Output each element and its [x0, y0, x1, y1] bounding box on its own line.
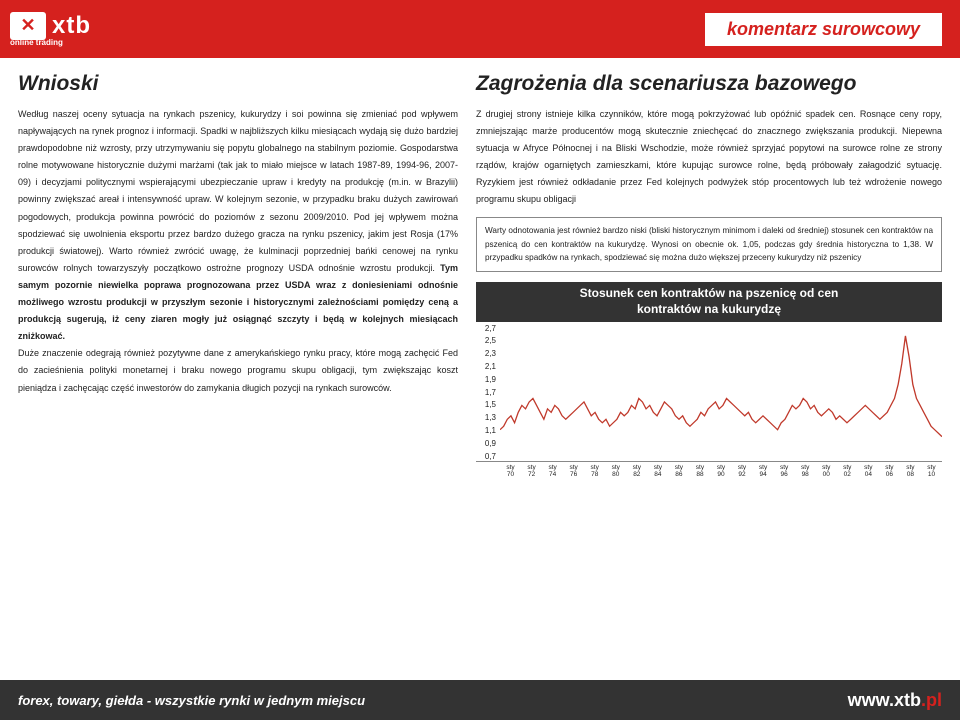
left-column: Wnioski Według naszej oceny sytuacja na …: [18, 72, 458, 662]
right-body: Z drugiej strony istnieje kilka czynnikó…: [476, 106, 942, 209]
y-tick: 1,7: [478, 388, 496, 397]
x-tick: sty88: [689, 464, 710, 480]
x-tick: sty70: [500, 464, 521, 480]
x-tick: sty04: [858, 464, 879, 480]
header-bar: ✕ xtb online trading komentarz surowcowy: [0, 0, 960, 58]
y-tick: 1,1: [478, 426, 496, 435]
x-tick: sty74: [542, 464, 563, 480]
x-tick: sty78: [584, 464, 605, 480]
footer-url-c: .pl: [921, 690, 942, 710]
y-tick: 1,5: [478, 400, 496, 409]
x-tick: sty82: [626, 464, 647, 480]
left-p1a: Według naszej oceny sytuacja na rynkach …: [18, 109, 458, 273]
chart-x-axis: sty70sty72sty74sty76sty78sty80sty82sty84…: [476, 464, 942, 480]
logo-mark-icon: ✕: [10, 12, 46, 40]
footer-url: www.xtb.pl: [848, 690, 942, 711]
x-tick: sty86: [668, 464, 689, 480]
left-body: Według naszej oceny sytuacja na rynkach …: [18, 106, 458, 397]
chart-title: Stosunek cen kontraktów na pszenicę od c…: [476, 282, 942, 321]
callout-box: Warty odnotowania jest również bardzo ni…: [476, 217, 942, 273]
x-tick: sty80: [605, 464, 626, 480]
chart-plot-area: [500, 322, 942, 461]
y-tick: 0,7: [478, 452, 496, 461]
left-p1b: Tym samym pozornie niewielka poprawa pro…: [18, 263, 458, 341]
x-tick: sty02: [837, 464, 858, 480]
x-tick: sty00: [816, 464, 837, 480]
right-column: Zagrożenia dla scenariusza bazowego Z dr…: [476, 72, 942, 662]
x-tick: sty72: [521, 464, 542, 480]
logo-text: xtb: [52, 12, 91, 40]
x-tick: sty06: [879, 464, 900, 480]
chart-title-l1: Stosunek cen kontraktów na pszenicę od c…: [580, 286, 839, 300]
x-tick: sty98: [795, 464, 816, 480]
x-tick: sty94: [753, 464, 774, 480]
x-tick: sty90: [710, 464, 731, 480]
footer-url-b: xtb: [894, 690, 921, 710]
x-tick: sty92: [732, 464, 753, 480]
page-title: komentarz surowcowy: [705, 13, 942, 46]
footer-tagline: forex, towary, giełda - wszystkie rynki …: [18, 693, 365, 708]
x-tick: sty96: [774, 464, 795, 480]
y-tick: 1,3: [478, 413, 496, 422]
content-area: Wnioski Według naszej oceny sytuacja na …: [0, 58, 960, 662]
left-p2: Duże znaczenie odegrają również pozytywn…: [18, 348, 458, 392]
y-tick: 2,5: [478, 336, 496, 345]
x-tick: sty08: [900, 464, 921, 480]
y-tick: 1,9: [478, 375, 496, 384]
y-tick: 2,7: [478, 324, 496, 333]
ratio-chart: Stosunek cen kontraktów na pszenicę od c…: [476, 282, 942, 479]
left-heading: Wnioski: [18, 72, 458, 96]
footer-url-a: www.: [848, 690, 894, 710]
chart-series-line: [500, 335, 942, 436]
right-heading: Zagrożenia dla scenariusza bazowego: [476, 72, 942, 96]
logo: ✕ xtb online trading: [10, 12, 91, 47]
chart-y-axis: 0,7 0,9 1,1 1,3 1,5 1,7 1,9 2,1 2,3 2,5 2,7: [476, 322, 500, 461]
x-tick: sty84: [647, 464, 668, 480]
chart-title-l2: kontraktów na kukurydzę: [637, 302, 781, 316]
chart-body: 0,7 0,9 1,1 1,3 1,5 1,7 1,9 2,1 2,3 2,5 2,7: [476, 322, 942, 462]
footer-bar: forex, towary, giełda - wszystkie rynki …: [0, 680, 960, 720]
y-tick: 2,3: [478, 349, 496, 358]
y-tick: 0,9: [478, 439, 496, 448]
y-tick: 2,1: [478, 362, 496, 371]
chart-line-svg: [500, 322, 942, 461]
x-tick: sty76: [563, 464, 584, 480]
x-tick: sty10: [921, 464, 942, 480]
